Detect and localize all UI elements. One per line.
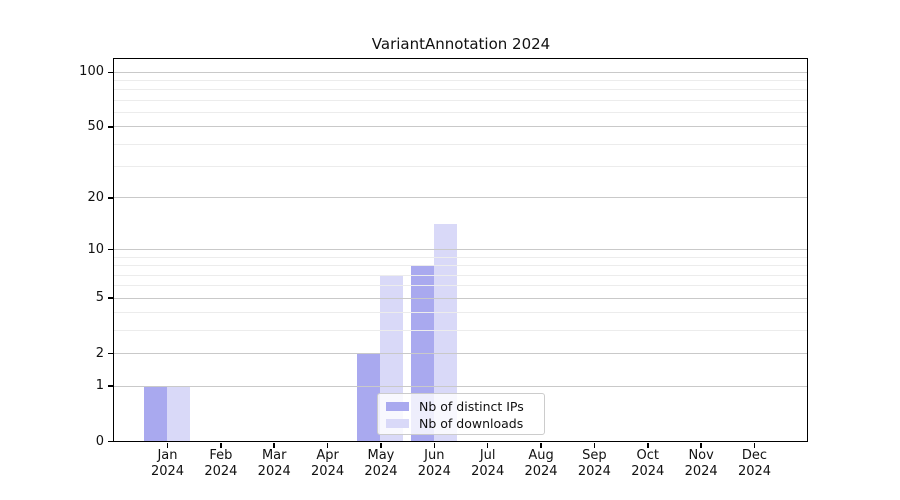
y-tick-mark bbox=[108, 248, 113, 251]
x-tick-mark bbox=[647, 443, 649, 448]
x-tick-label: May 2024 bbox=[364, 448, 398, 479]
y-tick-label: 2 bbox=[95, 345, 104, 361]
grid-line-minor bbox=[114, 143, 807, 145]
y-tick-label: 10 bbox=[87, 241, 104, 257]
x-tick-mark bbox=[486, 443, 489, 448]
legend-item: Nb of downloads bbox=[386, 415, 536, 432]
grid-line-minor bbox=[114, 99, 807, 101]
y-tick-label: 100 bbox=[79, 64, 104, 80]
grid-line-major bbox=[114, 297, 807, 299]
y-tick-mark bbox=[108, 71, 113, 74]
x-tick-mark bbox=[380, 443, 382, 448]
x-tick-label: Apr 2024 bbox=[311, 448, 345, 479]
x-tick-label: Dec 2024 bbox=[737, 448, 772, 479]
x-tick-mark bbox=[433, 443, 436, 448]
x-tick-label: Nov 2024 bbox=[684, 448, 718, 479]
grid-line-minor bbox=[114, 285, 807, 287]
y-tick-label: 5 bbox=[95, 290, 104, 306]
grid-line-major bbox=[114, 385, 807, 387]
x-tick-mark bbox=[326, 443, 329, 448]
y-tick-label: 1 bbox=[95, 378, 104, 394]
bar-distinct-ips bbox=[144, 385, 167, 441]
plot-area bbox=[113, 58, 808, 442]
x-tick-label: Aug 2024 bbox=[524, 448, 558, 479]
legend-swatch bbox=[386, 419, 409, 428]
legend-item: Nb of distinct IPs bbox=[386, 398, 536, 415]
grid-line-minor bbox=[114, 80, 807, 82]
grid-line-minor bbox=[114, 312, 807, 314]
x-tick-mark bbox=[593, 443, 596, 448]
x-tick-label: Jul 2024 bbox=[471, 448, 505, 479]
legend-label: Nb of downloads bbox=[419, 416, 524, 431]
grid-line-minor bbox=[114, 89, 807, 91]
y-tick-label: 50 bbox=[87, 118, 104, 134]
x-tick-label: Feb 2024 bbox=[204, 448, 238, 479]
grid-line-major bbox=[114, 71, 807, 73]
x-tick-mark bbox=[273, 443, 275, 448]
x-tick-mark bbox=[540, 443, 542, 448]
x-tick-mark bbox=[166, 443, 169, 448]
grid-line-major bbox=[114, 126, 807, 128]
x-tick-label: Mar 2024 bbox=[257, 448, 291, 479]
x-tick-label: Jan 2024 bbox=[150, 448, 185, 479]
legend-swatch bbox=[386, 402, 409, 411]
x-tick-label: Jun 2024 bbox=[417, 448, 451, 479]
x-tick-mark bbox=[753, 443, 756, 448]
bar-downloads bbox=[167, 385, 190, 441]
y-tick-mark bbox=[108, 385, 113, 387]
grid-line-minor bbox=[114, 166, 807, 168]
y-tick-mark bbox=[108, 297, 113, 299]
y-tick-label: 0 bbox=[95, 433, 104, 449]
x-tick-mark bbox=[700, 443, 702, 448]
grid-line-major bbox=[114, 353, 807, 355]
grid-line-major bbox=[114, 249, 807, 251]
bar-downloads bbox=[433, 224, 457, 441]
grid-line-minor bbox=[114, 330, 807, 332]
y-tick-mark bbox=[108, 126, 113, 128]
grid-line-minor bbox=[114, 112, 807, 114]
legend-label: Nb of distinct IPs bbox=[419, 399, 524, 414]
chart-title: VariantAnnotation 2024 bbox=[371, 35, 551, 53]
y-tick-mark bbox=[108, 352, 113, 355]
grid-line-minor bbox=[114, 274, 807, 276]
y-tick-mark bbox=[108, 197, 113, 199]
grid-line-major bbox=[114, 197, 807, 199]
grid-line-minor bbox=[114, 256, 807, 258]
y-tick-label: 20 bbox=[87, 189, 104, 205]
x-tick-label: Sep 2024 bbox=[577, 448, 611, 479]
bar-distinct-ips bbox=[357, 353, 381, 441]
y-tick-mark bbox=[108, 440, 113, 443]
x-tick-label: Oct 2024 bbox=[631, 448, 665, 479]
legend: Nb of distinct IPs Nb of downloads bbox=[377, 393, 545, 435]
x-tick-mark bbox=[220, 443, 222, 448]
grid-line-minor bbox=[114, 265, 807, 267]
